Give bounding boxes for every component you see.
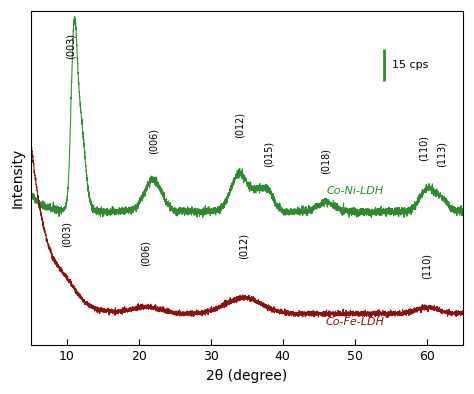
Text: Co-Ni-LDH: Co-Ni-LDH [326,186,383,196]
Text: (003): (003) [62,221,72,247]
Text: (015): (015) [264,141,273,167]
Text: (113): (113) [436,141,447,167]
Y-axis label: Intensity: Intensity [11,148,25,208]
Text: (012): (012) [235,112,245,138]
X-axis label: 2θ (degree): 2θ (degree) [206,369,287,383]
Text: (006): (006) [148,128,158,154]
Text: (018): (018) [321,147,331,173]
Text: Co-Fe-LDH: Co-Fe-LDH [325,317,384,327]
Text: (006): (006) [141,240,151,266]
Text: (110): (110) [418,135,428,161]
Text: (110): (110) [422,253,432,279]
Text: (012): (012) [238,233,248,260]
Text: 15 cps: 15 cps [392,60,428,70]
Text: (003): (003) [65,33,75,59]
